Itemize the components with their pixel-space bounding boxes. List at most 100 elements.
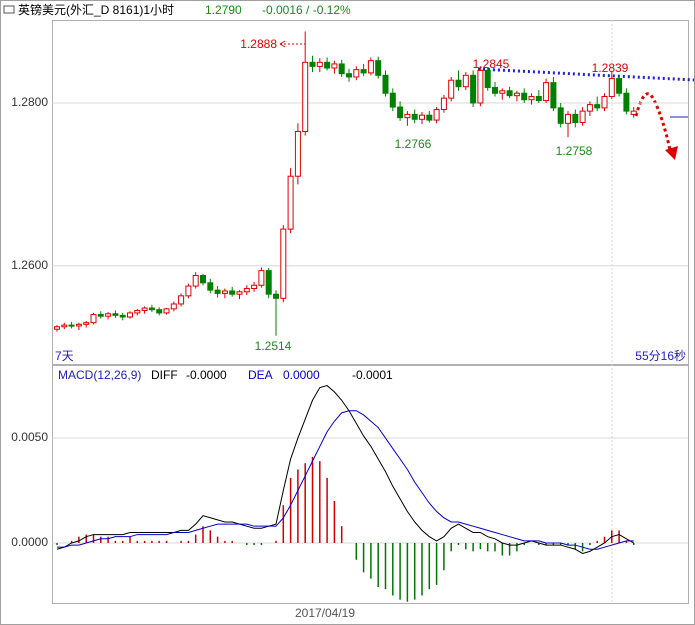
candle-body <box>404 113 411 119</box>
candle-body <box>492 87 498 94</box>
macd-line <box>56 385 634 555</box>
candle-body <box>484 69 491 89</box>
diff-value: -0.0000 <box>186 368 227 382</box>
symbol-title: 英镑美元(外汇_D 8161)1小时 <box>18 2 174 17</box>
candle-body <box>170 303 177 310</box>
candle-body <box>346 73 352 78</box>
candle-body <box>557 107 564 124</box>
candle-body <box>207 282 214 291</box>
extreme-label: 1.2888 <box>240 37 277 51</box>
candle-body <box>192 274 199 287</box>
price-panel <box>52 20 689 365</box>
candle-body <box>513 92 520 97</box>
candle-body <box>579 110 586 124</box>
candle-body <box>229 290 236 295</box>
candle-body <box>389 92 396 108</box>
candle-body <box>75 323 82 327</box>
candle-body <box>360 69 367 74</box>
candle-body <box>61 324 68 328</box>
candle-body <box>367 60 374 74</box>
candle-body <box>382 74 389 94</box>
candle-body <box>83 322 90 325</box>
candle-body <box>331 63 338 69</box>
candle-body <box>608 78 615 97</box>
candle-body <box>316 61 323 67</box>
candle-body <box>565 113 571 124</box>
candle-body <box>601 95 608 109</box>
candle-body <box>440 97 447 111</box>
dea-name: DEA <box>248 368 273 382</box>
period-label: 7天 <box>55 349 74 363</box>
candle-body <box>221 290 228 294</box>
candle-body <box>353 69 360 78</box>
candle-body <box>586 104 593 112</box>
candle-body <box>302 61 309 132</box>
candle-body <box>543 82 550 102</box>
candle-body <box>309 61 316 67</box>
candle-body <box>616 78 623 94</box>
candle-body <box>200 274 206 284</box>
candle-body <box>338 63 345 75</box>
diff-name: DIFF <box>151 368 178 382</box>
candle-body <box>477 69 484 104</box>
candle-body <box>287 175 294 230</box>
macd-value: -0.0001 <box>352 368 393 382</box>
trend-line <box>477 67 695 82</box>
candle-body <box>163 308 170 314</box>
macd-panel <box>52 365 689 604</box>
candle-body <box>528 95 535 101</box>
candle-body <box>68 324 75 327</box>
candle-body <box>258 270 265 286</box>
candle-body <box>251 284 258 290</box>
last-price: 1.2790 <box>205 3 242 17</box>
window-icon[interactable] <box>3 5 15 14</box>
forecast-arrow-head <box>665 146 678 160</box>
candle-body <box>550 82 557 109</box>
candle-body <box>521 92 528 101</box>
candle-body <box>470 74 477 104</box>
dea-value: 0.0000 <box>283 368 320 382</box>
candle-body <box>134 309 141 314</box>
y-tick-label: 0.0000 <box>11 535 48 549</box>
candle-body <box>572 113 579 124</box>
candle-body <box>112 313 119 316</box>
candle-body <box>236 291 243 295</box>
candle-body <box>156 309 163 314</box>
candle-body <box>54 326 60 330</box>
candle-body <box>243 288 250 293</box>
candle-body <box>375 60 382 76</box>
y-tick-label: 0.0050 <box>11 430 48 444</box>
countdown: 55分16秒 <box>635 349 686 363</box>
candle-body <box>455 79 462 88</box>
candle-body <box>433 109 440 121</box>
candle-body <box>623 92 630 112</box>
candle-body <box>535 95 542 102</box>
candle-body <box>148 307 155 311</box>
candle-body <box>294 130 301 177</box>
extreme-label: 1.2839 <box>592 61 629 75</box>
candle-body <box>397 106 404 119</box>
macd-title: MACD(12,26,9) <box>58 368 141 382</box>
candle-body <box>411 113 418 120</box>
candle-body <box>506 90 513 97</box>
candle-body <box>105 313 112 317</box>
candle-body <box>141 307 148 311</box>
candle-body <box>630 110 637 115</box>
candle-body <box>265 270 272 295</box>
y-tick-label: 1.2600 <box>11 258 48 272</box>
candle-body <box>273 293 279 299</box>
extreme-label: 1.2766 <box>395 137 432 151</box>
candle-body <box>119 314 126 318</box>
candle-body <box>594 104 601 109</box>
high-pointer-head <box>279 40 286 48</box>
candle-body <box>280 228 287 299</box>
candle-body <box>499 90 506 94</box>
macd-line <box>57 410 634 550</box>
candle-body <box>185 285 192 297</box>
candle-body <box>178 295 185 305</box>
candle-body <box>462 74 469 88</box>
candle-body <box>90 314 97 324</box>
candle-body <box>127 312 133 318</box>
